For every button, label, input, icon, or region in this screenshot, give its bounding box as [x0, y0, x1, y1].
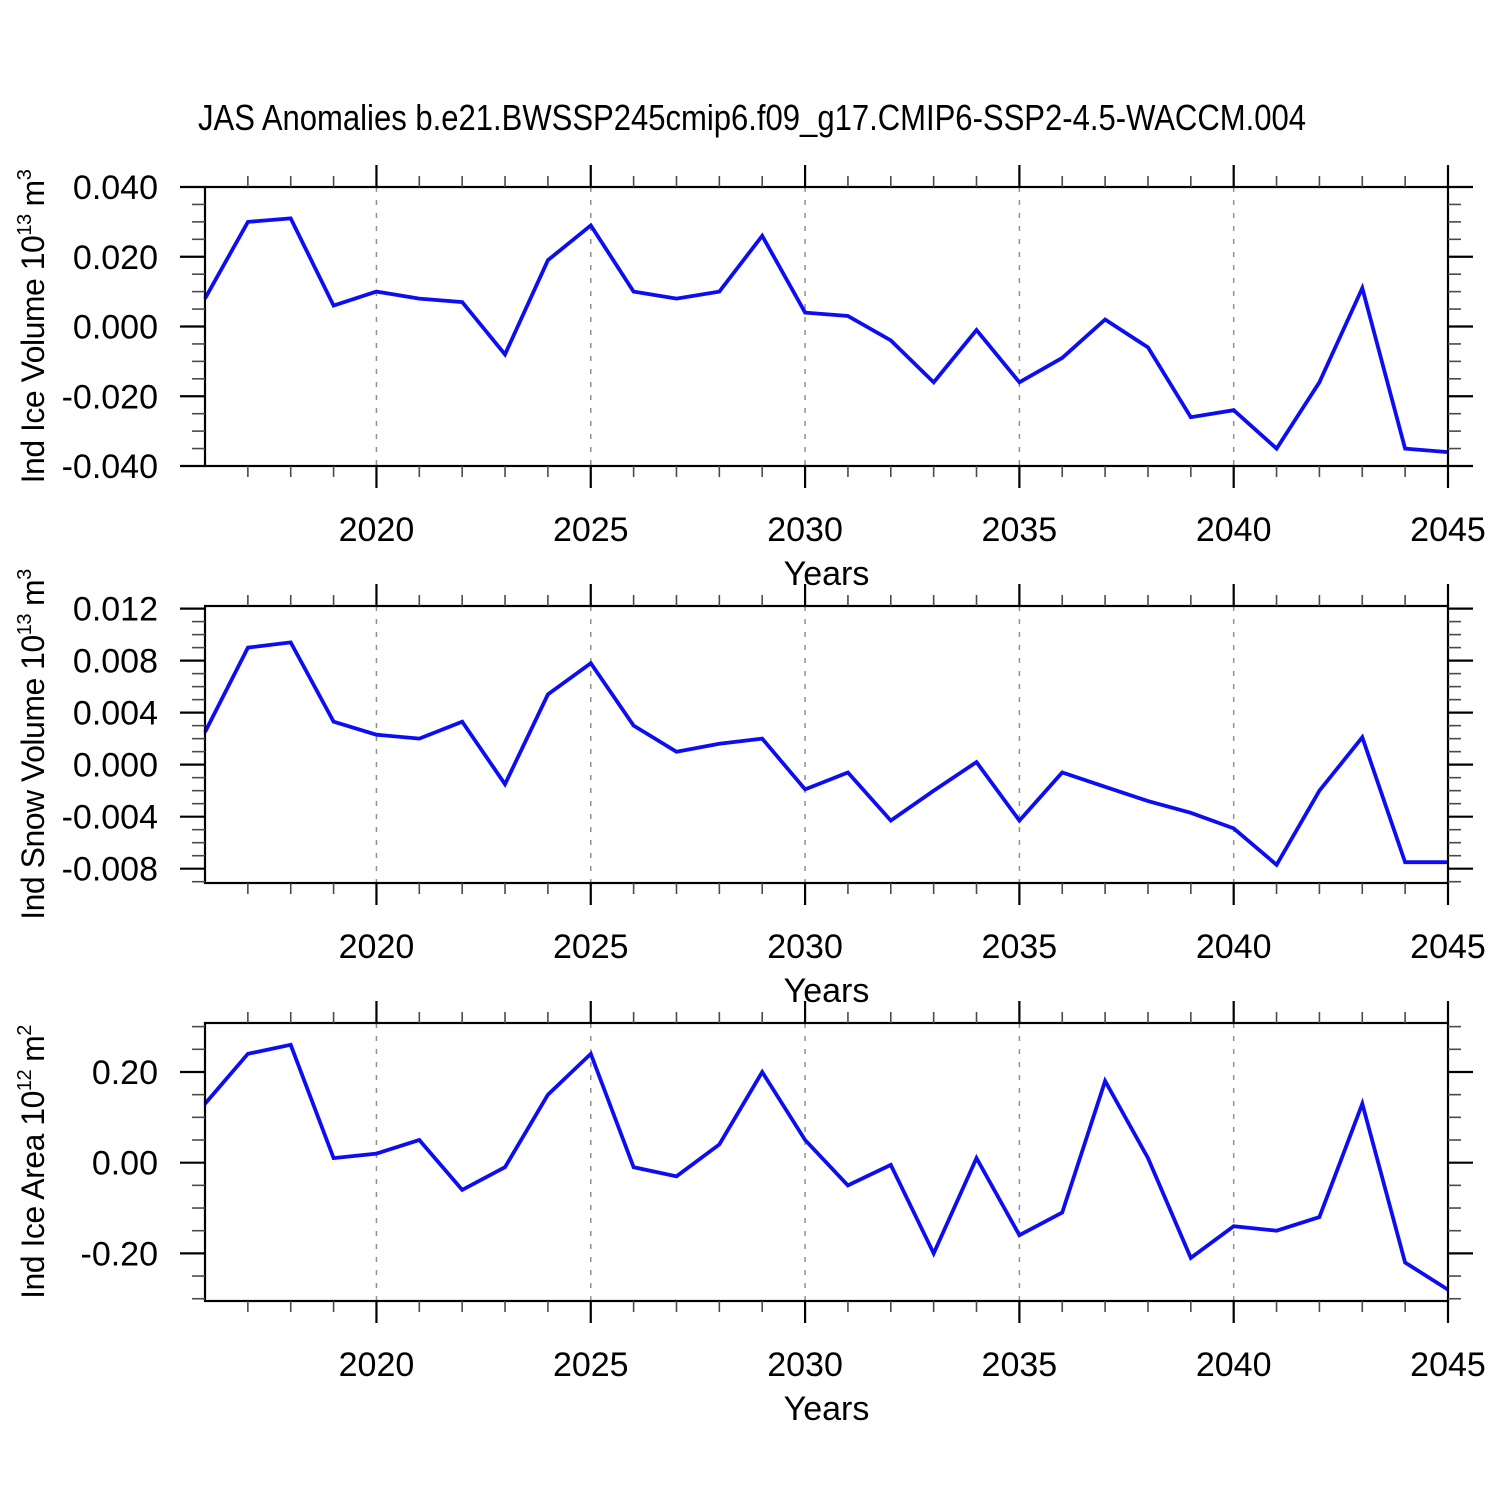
y-tick-label: -0.020 — [62, 378, 158, 416]
y-ticks — [180, 607, 1473, 883]
x-tick-label: 2030 — [767, 928, 843, 966]
y-tick-label: 0.004 — [73, 695, 158, 733]
panel-ice-volume: 0.040 0.020 0.000 -0.020 -0.040 2020 2025 2030 2… — [14, 165, 1486, 593]
y-tick-label: 0.20 — [92, 1054, 158, 1092]
x-tick-label: 2035 — [982, 1346, 1058, 1384]
panel-ice-area: 0.20 0.00 -0.20 2020 2025 2030 2035 2040 2045 Yea… — [14, 1001, 1486, 1428]
y-tick-label: 0.00 — [92, 1145, 158, 1183]
x-axis-label: Years — [784, 555, 870, 593]
y-tick-label: 0.020 — [73, 239, 158, 277]
x-tick-label: 2020 — [339, 511, 415, 549]
x-tick-label: 2025 — [553, 1346, 629, 1384]
chart-title: JAS Anomalies b.e21.BWSSP245cmip6.f09_g1… — [198, 97, 1306, 138]
y-tick-label: -0.040 — [62, 448, 158, 486]
x-tick-label: 2040 — [1196, 928, 1272, 966]
x-ticks — [247, 1001, 1450, 1323]
y-ticks — [180, 185, 1473, 468]
series-line-snow-volume — [203, 640, 1448, 868]
x-tick-label: 2045 — [1410, 511, 1486, 549]
y-tick-label: 0.008 — [73, 643, 158, 681]
y-tick-label: -0.008 — [62, 851, 158, 889]
y-ticks — [180, 1025, 1473, 1300]
series-line-ice-volume — [203, 216, 1449, 454]
y-axis-label: Ind Ice Volume 1013 m3 — [14, 169, 51, 483]
y-tick-label: -0.20 — [81, 1235, 159, 1273]
axes-box — [203, 604, 1450, 885]
y-tick-label: 0.000 — [73, 747, 158, 785]
x-axis-label: Years — [784, 972, 870, 1010]
x-ticks — [247, 165, 1450, 488]
x-tick-label: 2045 — [1410, 928, 1486, 966]
series-line-ice-area — [203, 1042, 1450, 1292]
x-tick-label: 2020 — [339, 1346, 415, 1384]
x-ticks — [247, 584, 1450, 905]
y-tick-label: -0.004 — [62, 799, 158, 837]
y-tick-label: 0.012 — [73, 591, 158, 629]
x-tick-label: 2020 — [339, 928, 415, 966]
x-tick-label: 2035 — [982, 928, 1058, 966]
panel-snow-volume: 0.012 0.008 0.004 0.000 -0.004 -0.008 2020 2025… — [14, 569, 1486, 1010]
x-tick-label: 2045 — [1410, 1346, 1486, 1384]
y-axis-label: Ind Ice Area 1012 m2 — [14, 1025, 51, 1299]
x-tick-label: 2030 — [767, 511, 843, 549]
x-axis-label: Years — [784, 1390, 870, 1428]
x-tick-label: 2025 — [553, 511, 629, 549]
x-tick-label: 2035 — [982, 511, 1058, 549]
y-axis-label: Ind Snow Volume 1013 m3 — [14, 569, 51, 920]
x-tick-label: 2025 — [553, 928, 629, 966]
x-tick-label: 2040 — [1196, 511, 1272, 549]
x-tick-label: 2040 — [1196, 1346, 1272, 1384]
x-tick-label: 2030 — [767, 1346, 843, 1384]
y-tick-label: 0.040 — [73, 169, 158, 207]
y-tick-label: 0.000 — [73, 309, 158, 347]
